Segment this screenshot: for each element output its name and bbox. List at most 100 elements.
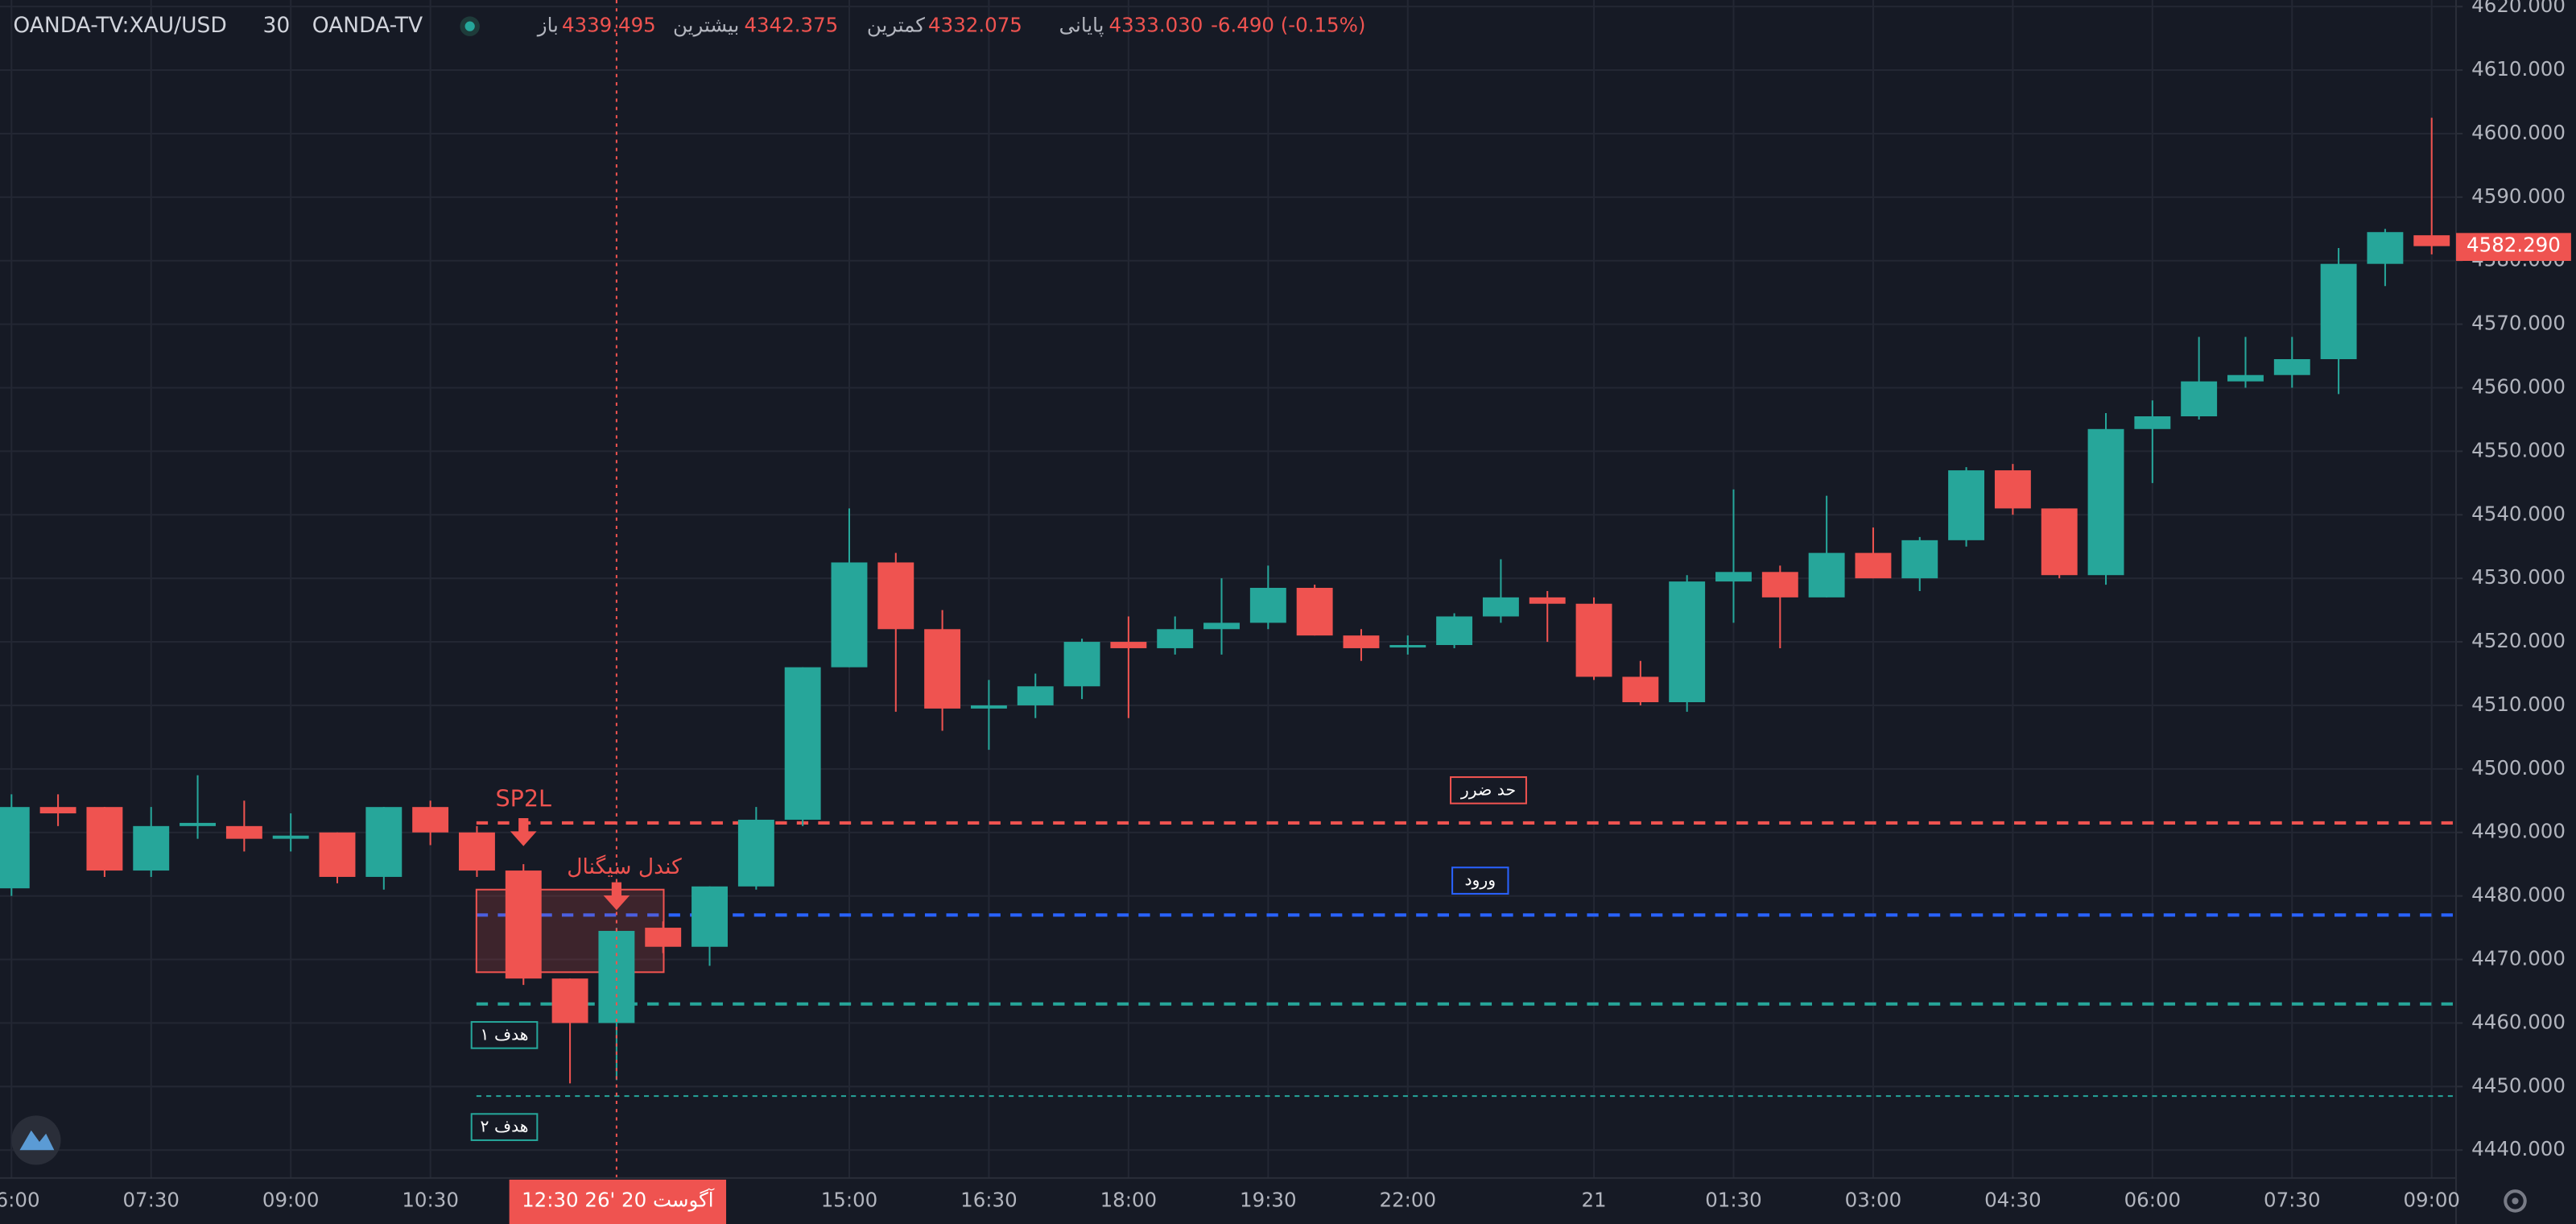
- candle-body: [272, 835, 309, 839]
- candle-body: [551, 978, 588, 1023]
- gear[interactable]: [2504, 1189, 2527, 1213]
- candle-body: [924, 629, 961, 709]
- level-label: هدف ۲: [481, 1117, 529, 1136]
- candle-body: [1203, 622, 1240, 630]
- y-tick-label: 4610.000: [2471, 57, 2566, 81]
- candle-body: [645, 928, 682, 947]
- candle-body: [970, 705, 1007, 709]
- candle-body: [1110, 642, 1147, 648]
- y-tick-label: 4510.000: [2471, 693, 2566, 716]
- close-value: 4333.030: [1109, 14, 1203, 37]
- x-tick-label: 22:00: [1380, 1188, 1437, 1211]
- level-label-box: [470, 1021, 539, 1049]
- settings-icon[interactable]: [2504, 1189, 2527, 1213]
- legend-header: OANDA-TV:XAU/USD 30 OANDA-TV باز 4339.49…: [13, 13, 1365, 38]
- candle-body: [691, 886, 728, 947]
- candle-body: [2367, 232, 2404, 264]
- level-label: حد ضرر: [1460, 779, 1516, 799]
- candle-body: [2041, 508, 2078, 576]
- candle-body: [319, 832, 356, 877]
- source: OANDA-TV: [312, 13, 423, 38]
- y-tick-label: 4550.000: [2471, 438, 2566, 461]
- x-tick-label: 06:00: [2124, 1188, 2182, 1211]
- level-label: ورود: [1464, 870, 1496, 890]
- candle-body: [39, 807, 76, 814]
- candle-body: [1389, 645, 1426, 648]
- x-tick-label: 09:00: [2403, 1188, 2460, 1211]
- candle-body: [459, 832, 495, 871]
- last-price-label: 4582.290: [2467, 234, 2561, 257]
- y-tick-label: 4450.000: [2471, 1073, 2566, 1097]
- candle-body: [784, 667, 821, 820]
- candle-body: [1669, 581, 1706, 703]
- y-tick-label: 4490.000: [2471, 820, 2566, 843]
- y-tick-label: 4520.000: [2471, 629, 2566, 652]
- crosshair-tag: [509, 1179, 727, 1224]
- candle-body: [1901, 540, 1938, 579]
- close-label: پایانی: [1059, 14, 1104, 37]
- x-tick-label: 15:00: [821, 1188, 878, 1211]
- y-tick-label: 4620.000: [2471, 0, 2566, 17]
- candle-body: [225, 825, 262, 839]
- candle-body: [1855, 552, 1892, 579]
- candle-body: [2413, 235, 2450, 246]
- last-price-tag: [2456, 233, 2571, 262]
- y-tick-label: 4530.000: [2471, 565, 2566, 589]
- low-label: کمترین: [867, 14, 925, 37]
- x-tick-label: 06:00: [0, 1188, 40, 1211]
- y-tick-label: 4440.000: [2471, 1137, 2566, 1160]
- open-label: باز: [536, 14, 559, 37]
- y-tick-label: 4480.000: [2471, 883, 2566, 907]
- candle-body: [2134, 416, 2171, 429]
- y-tick-label: 4600.000: [2471, 121, 2566, 144]
- candle-body: [365, 807, 402, 877]
- candle-body: [2227, 374, 2264, 382]
- x-tick-label: 09:00: [262, 1188, 320, 1211]
- x-tick-label: 01:30: [1705, 1188, 1762, 1211]
- y-tick-label: 4470.000: [2471, 947, 2566, 970]
- candle-body: [1157, 629, 1194, 648]
- candle-body: [1622, 676, 1659, 703]
- candle-body: [1063, 642, 1100, 687]
- y-tick-label: 4570.000: [2471, 312, 2566, 335]
- candle-body: [2273, 359, 2310, 375]
- x-tick-label: 07:30: [122, 1188, 180, 1211]
- high-value: 4342.375: [744, 14, 838, 37]
- candle-body: [1994, 470, 2031, 509]
- candle-body: [412, 807, 449, 833]
- candle-body: [1948, 470, 1985, 540]
- y-tick-label: 4590.000: [2471, 184, 2566, 208]
- y-tick-label: 4500.000: [2471, 756, 2566, 779]
- x-tick-label: 21: [1581, 1188, 1606, 1211]
- open-value: 4339.495: [562, 14, 656, 37]
- candle-body: [1529, 597, 1566, 604]
- candle-body: [831, 562, 868, 668]
- x-tick-label: 07:30: [2264, 1188, 2321, 1211]
- crosshair-label: 12:30 26' آگوست 20: [522, 1188, 715, 1211]
- candle-label: کندل سیگنال: [567, 854, 682, 879]
- candle-body: [2087, 428, 2124, 576]
- signal-label: SP2L: [496, 785, 552, 813]
- gear-center: [2512, 1197, 2519, 1205]
- candle-body: [1761, 572, 1798, 598]
- high-label: بیشترین: [673, 14, 739, 37]
- y-tick-label: 4540.000: [2471, 502, 2566, 525]
- level-label-box: [470, 1113, 539, 1141]
- candle-body: [180, 822, 216, 826]
- candle-body: [86, 807, 123, 871]
- x-tick-label: 04:30: [1984, 1188, 2041, 1211]
- candle-body: [1715, 572, 1752, 582]
- candle-body: [1017, 686, 1054, 705]
- low-value: 4332.075: [928, 14, 1022, 37]
- plot: حد ضرر ورود هدف ۱ هدف ۲ SP2L کندل سیگنال: [0, 0, 2457, 1178]
- candle-body: [2320, 263, 2357, 360]
- candle-body: [505, 870, 542, 979]
- candle-body: [1249, 588, 1286, 623]
- change: -6.490 (-0.15%): [1211, 14, 1365, 37]
- symbol: OANDA-TV:XAU/USD: [13, 13, 226, 38]
- candle-body: [133, 825, 170, 871]
- x-tick-label: 03:00: [1845, 1188, 1902, 1211]
